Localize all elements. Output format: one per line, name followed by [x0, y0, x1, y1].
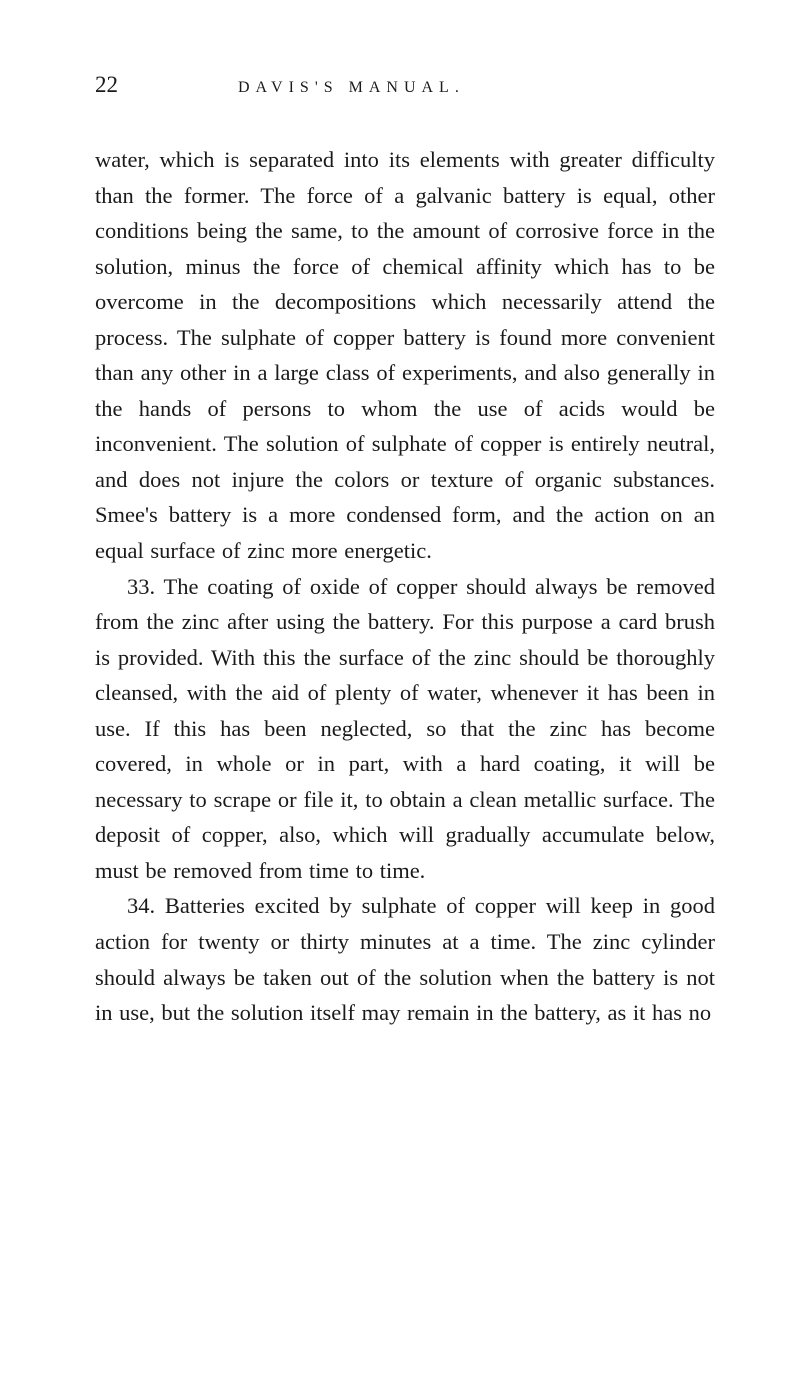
- paragraph: 34. Batteries excited by sulphate of cop…: [95, 888, 715, 1030]
- paragraph: water, which is separated into its eleme…: [95, 142, 715, 569]
- running-title: DAVIS'S MANUAL.: [238, 79, 465, 97]
- page-container: 22 DAVIS'S MANUAL. water, which is separ…: [0, 0, 800, 1374]
- body-text: water, which is separated into its eleme…: [95, 142, 715, 1031]
- page-header: 22 DAVIS'S MANUAL.: [95, 72, 715, 98]
- page-number: 22: [95, 72, 118, 98]
- paragraph: 33. The coating of oxide of copper shoul…: [95, 569, 715, 889]
